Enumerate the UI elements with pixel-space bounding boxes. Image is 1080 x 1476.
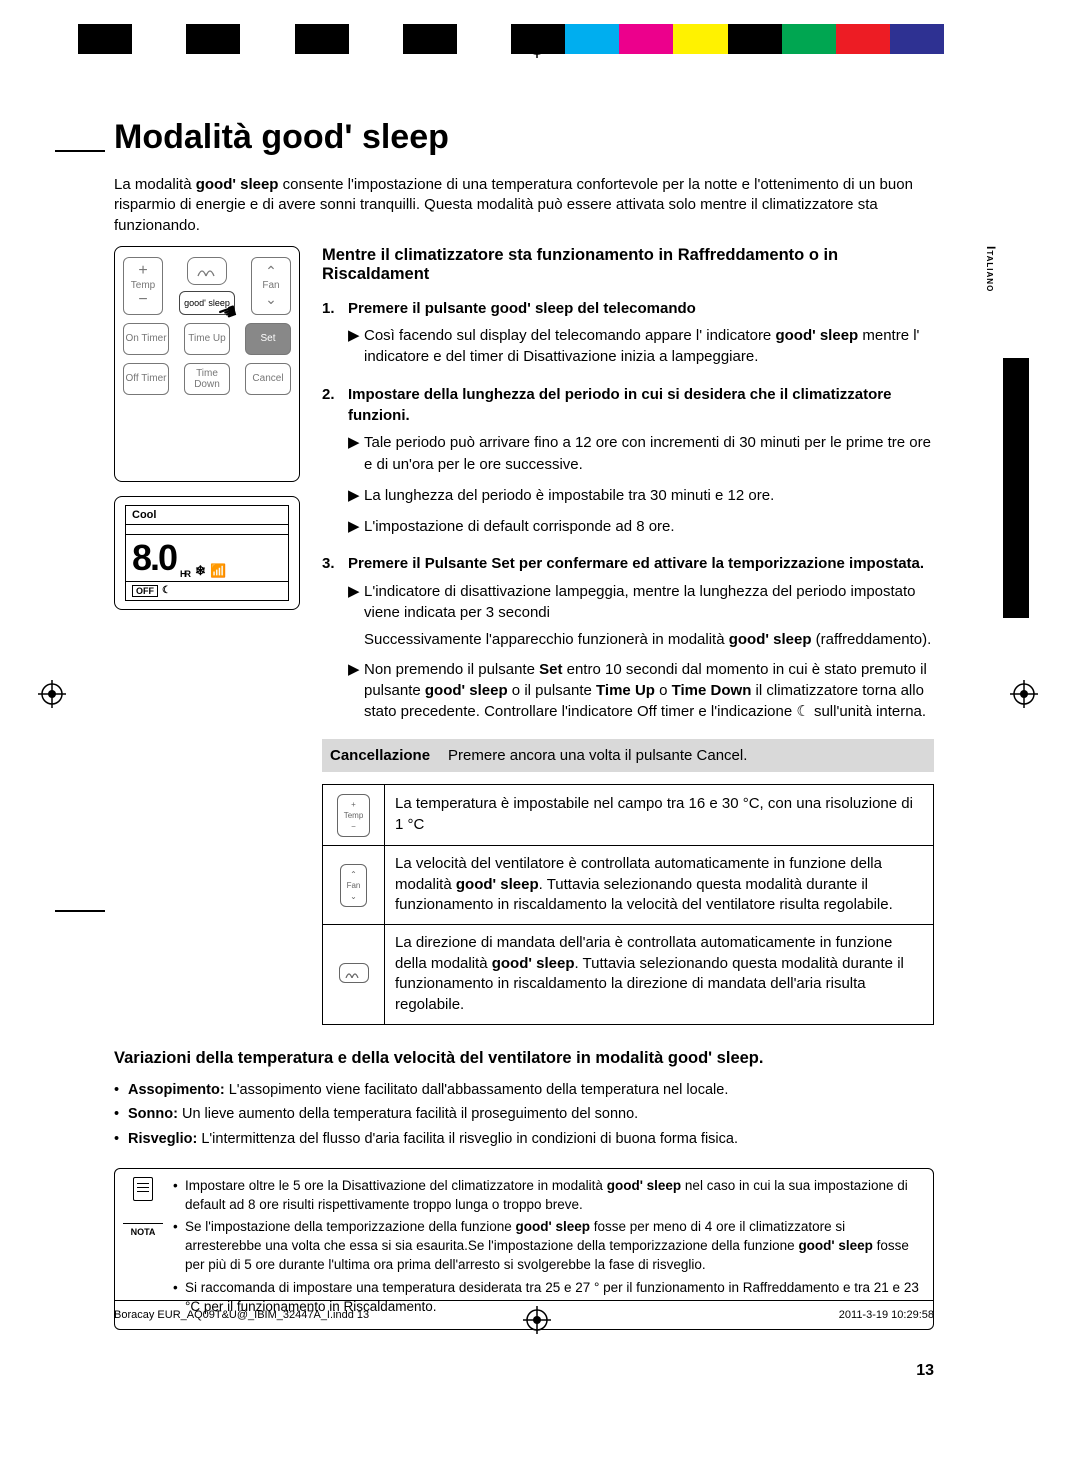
moon-icon: ☾ (162, 585, 171, 596)
table-row: +Temp− La temperatura è impostabile nel … (323, 784, 934, 845)
temp-button: +Temp− (123, 257, 163, 315)
lcd-display-diagram: Cool 8.0HR ❄ 📶 OFF ☾ (114, 496, 300, 610)
crop-mark (55, 150, 105, 152)
step-2: 2. Impostare della lunghezza del periodo… (322, 384, 934, 538)
imposition-footer: Boracay EUR_AQ09T&U@_IBIM_32447A_I.indd … (114, 1300, 934, 1321)
display-off-row: OFF ☾ (126, 582, 288, 600)
list-item: Sonno: Un lieve aumento della temperatur… (114, 1102, 934, 1127)
goodsleep-button: good' sleep☚ (179, 291, 235, 315)
thumb-index-bar (1003, 358, 1029, 618)
temp-icon: +Temp− (337, 794, 371, 837)
list-item: Se l'impostazione della temporizzazione … (173, 1218, 923, 1275)
cancel-row: CancellazionePremere ancora una volta il… (322, 739, 934, 772)
registration-mark-icon (38, 680, 66, 708)
list-item: Risveglio: L'intermittenza del flusso d'… (114, 1127, 934, 1152)
off-timer-button: Off Timer (123, 363, 169, 395)
swing-icon (339, 963, 369, 983)
fan-button: ⌃Fan⌄ (251, 257, 291, 315)
info-table: +Temp− La temperatura è impostabile nel … (322, 784, 934, 1025)
registration-mark-icon (523, 30, 551, 58)
table-row: La direzione di mandata dell'aria è cont… (323, 924, 934, 1024)
list-item: Assopimento: L'assopimento viene facilit… (114, 1078, 934, 1103)
list-item: Impostare oltre le 5 ore la Disattivazio… (173, 1177, 923, 1215)
swing-button (187, 257, 227, 285)
crop-mark (55, 910, 105, 912)
section-subheading: Mentre il climatizzatore sta funzionamen… (322, 246, 934, 284)
step-3: 3. Premere il Pulsante Set per confermar… (322, 553, 934, 722)
step-1: 1. Premere il pulsante good' sleep del t… (322, 298, 934, 368)
snowflake-icon: ❄ (195, 563, 204, 579)
set-button: Set (245, 323, 291, 355)
fan-icon: ⌃Fan⌄ (340, 864, 368, 907)
display-digits: 8.0HR ❄ 📶 (126, 535, 288, 582)
footer-date: 2011-3-19 10:29:58 (839, 1309, 934, 1321)
display-mode: Cool (126, 506, 288, 525)
intro-paragraph: La modalità good' sleep consente l'impos… (114, 175, 934, 236)
time-down-button: Time Down (184, 363, 230, 395)
manual-page: Italiano Modalità good' sleep La modalit… (114, 118, 934, 1330)
note-icon (133, 1177, 153, 1201)
on-timer-button: On Timer (123, 323, 169, 355)
remote-control-diagram: +Temp− good' sleep☚ ⌃Fan⌄ On Timer Time … (114, 246, 300, 482)
signal-icon: 📶 (210, 563, 224, 579)
table-row: ⌃Fan⌄ La velocità del ventilatore è cont… (323, 845, 934, 924)
footer-file: Boracay EUR_AQ09T&U@_IBIM_32447A_I.indd … (114, 1309, 369, 1321)
registration-mark-icon (1010, 680, 1038, 708)
moon-icon: ☾ (796, 703, 809, 720)
language-tab: Italiano (984, 246, 998, 292)
page-number: 13 (916, 1362, 934, 1380)
variations-section: Variazioni della temperatura e della vel… (114, 1049, 934, 1152)
cancel-button: Cancel (245, 363, 291, 395)
page-title: Modalità good' sleep (114, 118, 934, 157)
